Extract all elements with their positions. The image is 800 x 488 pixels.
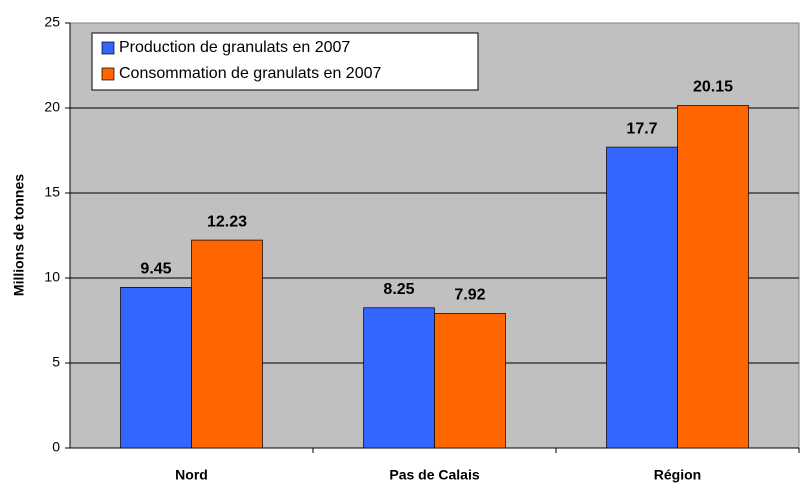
data-label: 8.25 [383,281,414,298]
data-label: 17.7 [626,120,657,137]
y-tick-label: 25 [44,14,60,30]
data-label: 7.92 [454,287,485,304]
y-tick-label: 5 [52,354,60,370]
legend [91,32,479,91]
bar [606,146,678,449]
bar [363,307,435,449]
data-label: 20.15 [693,79,733,96]
legend-label: Production de granulats en 2007 [119,39,350,56]
y-tick-label: 0 [52,439,60,455]
bar [434,313,506,449]
bar [120,287,192,449]
bar [191,239,263,449]
data-label: 9.45 [140,261,171,278]
y-axis-label: Millions de tonnes [11,174,27,296]
legend-swatch [101,67,115,81]
legend-label: Consommation de granulats en 2007 [119,65,381,82]
x-tick-label: Région [654,467,701,483]
bar [677,105,749,449]
data-label: 12.23 [207,213,247,230]
legend-swatch [101,41,115,55]
y-tick-label: 15 [44,184,60,200]
y-tick-label: 20 [44,99,60,115]
x-tick-label: Nord [175,467,208,483]
y-tick-label: 10 [44,269,60,285]
x-tick-label: Pas de Calais [389,467,479,483]
